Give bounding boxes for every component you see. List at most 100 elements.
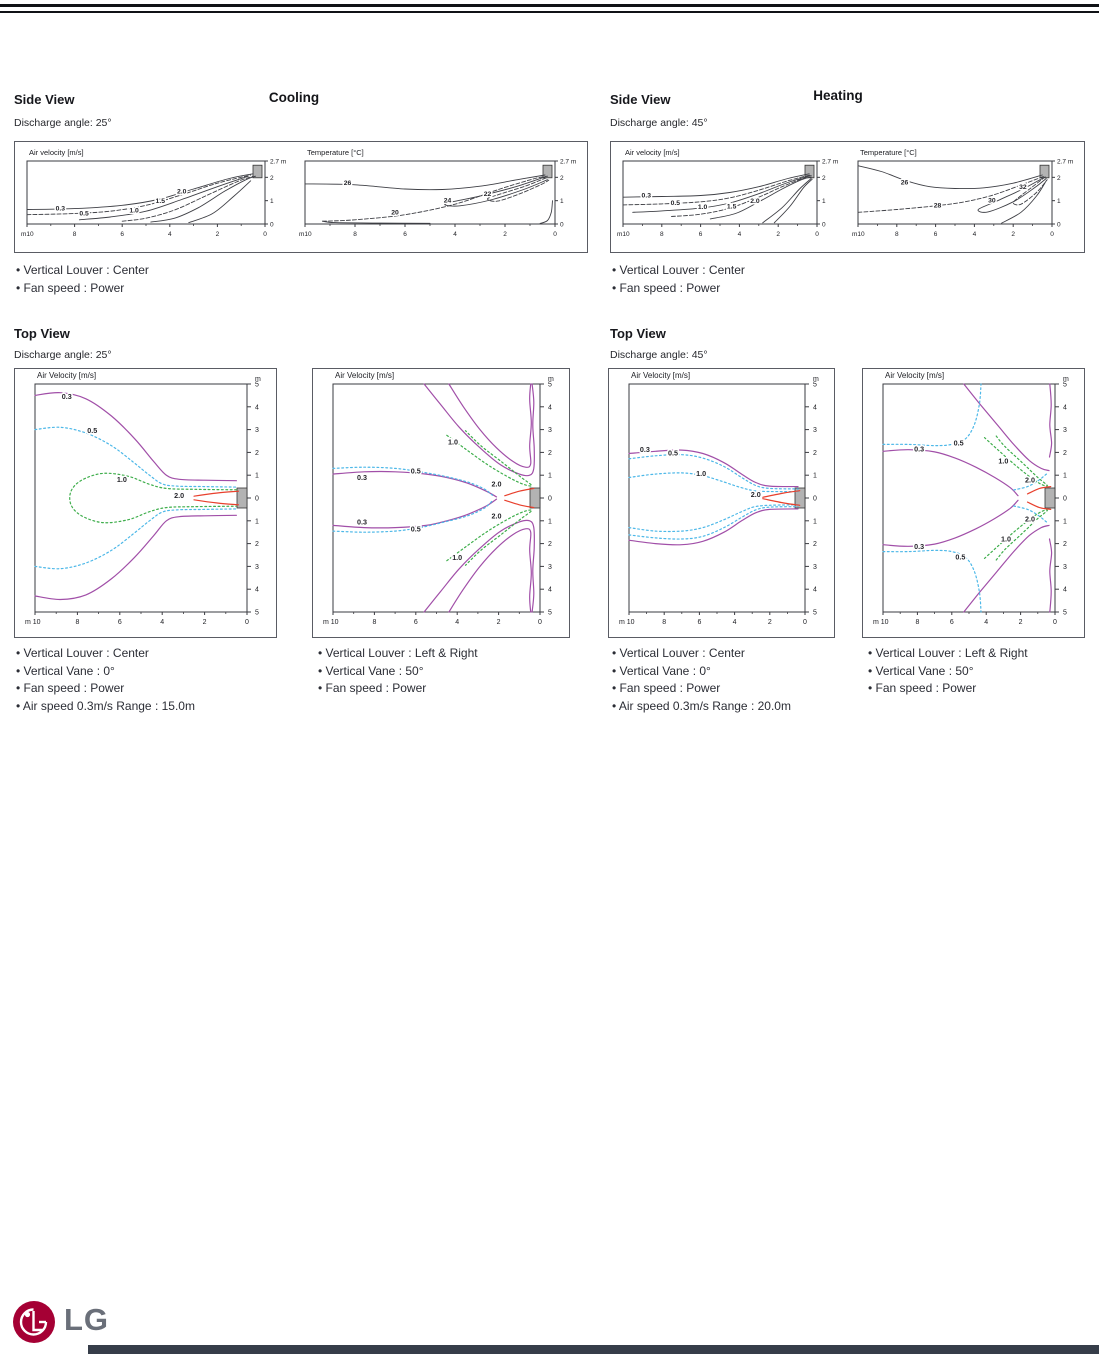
svg-text:2: 2 <box>548 450 552 457</box>
chart-side-cooling-velocity: Air velocity [m/s] m10 8 6 4 2 0 2.7 m 2 1 0 0.3 0.5… <box>19 145 293 248</box>
svg-text:3: 3 <box>813 427 817 434</box>
svg-text:1.0: 1.0 <box>452 553 462 562</box>
svg-text:0: 0 <box>803 619 807 626</box>
tv-cool-lr-svg: Air Velocity [m/s]m 10 8 6 4 2 0m543210123450… <box>323 371 554 626</box>
svg-text:26: 26 <box>344 180 352 187</box>
svg-text:m 10: m 10 <box>25 619 41 626</box>
svg-text:4: 4 <box>453 231 457 238</box>
contour-lines <box>622 173 813 224</box>
svg-text:m: m <box>548 376 554 383</box>
svg-text:8: 8 <box>75 619 79 626</box>
svg-text:8: 8 <box>372 619 376 626</box>
svg-text:6: 6 <box>403 231 407 238</box>
svg-text:0.3: 0.3 <box>62 392 72 401</box>
svg-text:1: 1 <box>1057 198 1061 205</box>
svg-text:4: 4 <box>255 404 259 411</box>
top-notes-heating-leftright: • Vertical Louver : Left & Right • Vertic… <box>868 645 1028 698</box>
svg-text:1.0: 1.0 <box>129 208 139 215</box>
top-view-panel-cooling-center: Air Velocity [m/s] m 10 8 6 4 2 0 m 5 4 3 2 1 0 1 2 3 4 5 0… <box>14 368 277 638</box>
side-view-heading-heating: Side View <box>610 92 671 107</box>
chart-title: Air Velocity [m/s] <box>335 371 394 380</box>
indoor-unit-marker <box>1039 164 1050 179</box>
svg-text:4: 4 <box>548 587 552 594</box>
note-item: • Vertical Vane : 0° <box>612 663 711 678</box>
svg-text:3: 3 <box>1063 427 1067 434</box>
note-item: • Vertical Louver : Center <box>16 646 149 660</box>
svg-text:0: 0 <box>815 231 819 238</box>
svg-text:2.7 m: 2.7 m <box>560 159 576 166</box>
svg-text:5: 5 <box>813 382 817 389</box>
top-view-panel-heating-center: Air Velocity [m/s] m 10 8 6 4 2 0 m 5 4 3 2 1 0 1 2 3 4 5 0… <box>608 368 835 638</box>
svg-text:0.3: 0.3 <box>357 517 367 526</box>
svg-text:2.0: 2.0 <box>750 198 760 205</box>
svg-text:2: 2 <box>216 231 220 238</box>
svg-text:4: 4 <box>813 587 817 594</box>
svg-text:2.0: 2.0 <box>751 490 761 499</box>
svg-text:0: 0 <box>1050 231 1054 238</box>
svg-text:m 10: m 10 <box>873 619 889 626</box>
lg-logo-symbol <box>13 1301 55 1343</box>
contour-lines <box>857 165 1048 224</box>
svg-text:8: 8 <box>662 619 666 626</box>
svg-text:4: 4 <box>984 619 988 626</box>
svg-text:5: 5 <box>1063 610 1067 617</box>
svg-text:4: 4 <box>813 404 817 411</box>
contour-labels: 26 24 22 20 <box>342 178 493 217</box>
sv-heat-temp-svg: Temperature [°C] m10 8 6 4 2 0 2.7 m 2 1 0 26 28 30 32 <box>852 148 1073 239</box>
note-item: • Vertical Louver : Left & Right <box>318 646 478 660</box>
svg-text:0.5: 0.5 <box>87 426 97 435</box>
svg-text:1.0: 1.0 <box>698 204 708 211</box>
top-notes-heating-center: • Vertical Louver : Center • Vertical Van… <box>612 645 791 715</box>
discharge-angle-heating-side: Discharge angle: 45° <box>610 117 708 129</box>
svg-text:0.5: 0.5 <box>955 552 965 561</box>
svg-text:4: 4 <box>738 231 742 238</box>
svg-text:5: 5 <box>813 610 817 617</box>
svg-text:4: 4 <box>548 404 552 411</box>
svg-text:0.3: 0.3 <box>914 542 924 551</box>
svg-text:2: 2 <box>1063 450 1067 457</box>
chart-top-cooling-leftright: Air Velocity [m/s] m 10 8 6 4 2 0 m 5 4 3 2 1 0 1 2 3 4 5 0… <box>315 371 566 634</box>
svg-text:0.5: 0.5 <box>79 211 89 218</box>
indoor-unit-marker <box>542 164 553 179</box>
svg-text:2: 2 <box>1063 541 1067 548</box>
svg-text:2: 2 <box>822 175 826 182</box>
page-top-rule <box>0 4 1099 13</box>
svg-text:4: 4 <box>733 619 737 626</box>
plot-frame <box>34 383 248 613</box>
note-item: • Fan speed : Power <box>318 681 427 695</box>
plot-frame <box>304 160 556 225</box>
note-item: • Air speed 0.3m/s Range : 15.0m <box>16 698 195 713</box>
svg-text:30: 30 <box>988 198 996 205</box>
svg-text:5: 5 <box>548 610 552 617</box>
svg-text:1: 1 <box>548 473 552 480</box>
svg-text:2: 2 <box>768 619 772 626</box>
svg-text:2.0: 2.0 <box>492 479 502 488</box>
contour-lines <box>882 383 1053 613</box>
sv-heat-vel-svg: Air velocity [m/s] m10 8 6 4 2 0 2.7 m 2 1 0 0.3 0.5… <box>617 148 838 239</box>
svg-text:3: 3 <box>548 427 552 434</box>
svg-text:1.0: 1.0 <box>117 475 127 484</box>
tv-heat-lr-svg: Air Velocity [m/s]m 10 8 6 4 2 0m543210123450… <box>873 371 1069 626</box>
plot-frame <box>882 383 1056 613</box>
discharge-angle-heating-top: Discharge angle: 45° <box>610 349 708 361</box>
lg-logo-text: LG <box>64 1302 110 1337</box>
contour-labels: 0.3 0.5 1.0 1.5 2.0 <box>54 187 188 219</box>
contour-labels: 0.3 0.5 1.0 2.0 <box>638 444 762 501</box>
indoor-unit-marker <box>252 164 263 179</box>
svg-text:6: 6 <box>118 619 122 626</box>
svg-text:0: 0 <box>255 496 259 503</box>
svg-text:1: 1 <box>822 198 826 205</box>
plot-frame <box>332 383 541 613</box>
svg-text:1.0: 1.0 <box>696 469 706 478</box>
svg-text:2: 2 <box>503 231 507 238</box>
indoor-unit-marker <box>794 487 806 509</box>
svg-text:0: 0 <box>1057 222 1061 229</box>
svg-text:2.0: 2.0 <box>177 188 187 195</box>
chart-side-heating-velocity: Air velocity [m/s] m10 8 6 4 2 0 2.7 m 2 1 0 0.3 0.5… <box>615 145 845 248</box>
chart-title: Air Velocity [m/s] <box>885 371 944 380</box>
svg-text:0.3: 0.3 <box>56 206 66 213</box>
